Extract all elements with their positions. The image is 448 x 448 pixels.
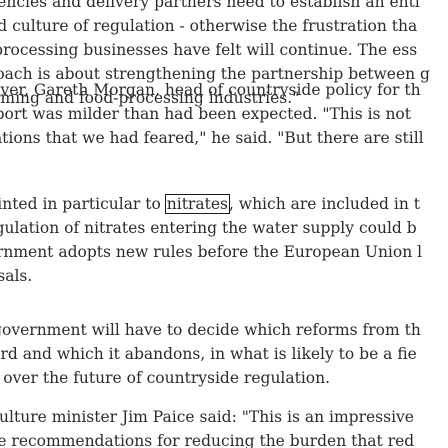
- text-line: proach is about strengthening the partne…: [0, 65, 430, 83]
- highlighted-word-nitrates[interactable]: nitrates: [164, 194, 230, 214]
- article-paragraph: e government will have to decide which r…: [0, 318, 421, 390]
- text-line: vernment adopts new rules before the Eur…: [0, 243, 423, 261]
- article-paragraph: wever, Gareth Morgan, head of countrysid…: [0, 78, 424, 150]
- text-line: ulations that we had feared," he said. "…: [0, 129, 424, 147]
- text-fragment: , which are included in t: [228, 195, 420, 213]
- text-line: e government will have to decide which r…: [0, 321, 421, 339]
- text-line: posals.: [0, 267, 33, 285]
- article-paragraph: agencies and delivery partners need to e…: [0, 0, 430, 110]
- text-fragment: pointed in particular to: [0, 195, 161, 213]
- text-line: wever, Gareth Morgan, head of countrysid…: [0, 81, 421, 99]
- text-line: farming and food-processing industries.": [0, 89, 300, 107]
- text-line: riculture minister Jim Paice said: "This…: [0, 408, 414, 426]
- text-line: report was milder than had been expected…: [0, 105, 411, 123]
- text-line: one recommendations for reducing the bur…: [0, 432, 415, 448]
- article-paragraph: riculture minister Jim Paice said: "This…: [0, 405, 414, 448]
- text-line: d-processing businesses have felt will c…: [0, 41, 418, 59]
- text-line: ward and which it abandons, in what is l…: [0, 345, 417, 363]
- text-line: regulation of nitrates entering the wate…: [0, 219, 417, 237]
- text-line: pointed in particular to nitrates, which…: [0, 192, 422, 216]
- text-line: and culture of regulation - otherwise th…: [0, 17, 418, 35]
- text-line: agencies and delivery partners need to e…: [0, 0, 420, 11]
- text-line: tle over the future of countryside regul…: [0, 369, 331, 387]
- article-paragraph: pointed in particular to nitrates, which…: [0, 192, 422, 288]
